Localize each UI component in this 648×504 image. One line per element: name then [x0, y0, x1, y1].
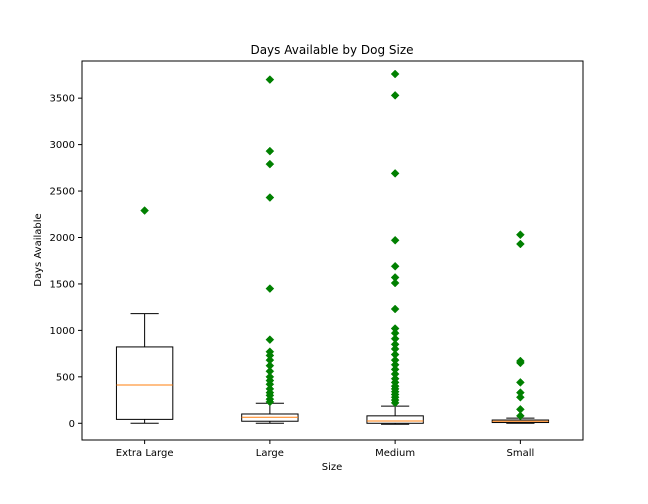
y-tick-label: 1000 — [50, 326, 75, 337]
outlier-point — [390, 324, 400, 333]
outlier-point — [390, 369, 400, 379]
outlier-point — [265, 366, 275, 376]
x-tick-label: Large — [256, 448, 284, 459]
outlier-point — [265, 347, 275, 357]
outlier-point — [516, 378, 525, 387]
x-tick-label: Extra Large — [116, 448, 174, 459]
x-tick-label: Small — [506, 448, 534, 459]
y-tick-label: 1500 — [50, 279, 75, 290]
outlier-point — [390, 235, 400, 245]
box-medium — [366, 69, 424, 425]
y-tick-label: 3500 — [50, 94, 75, 105]
outlier-point — [390, 69, 400, 79]
outlier-point — [265, 361, 275, 371]
chart-title: Days Available by Dog Size — [250, 43, 413, 57]
box-series — [115, 69, 550, 425]
box-extra-large — [115, 206, 174, 424]
y-axis-label: Days Available — [33, 213, 44, 286]
outlier-point — [390, 273, 400, 282]
x-axis-label: Size — [322, 462, 343, 473]
outlier-point — [390, 328, 400, 338]
y-tick-label: 2500 — [50, 187, 75, 198]
outlier-point — [265, 284, 275, 293]
outlier-point — [265, 159, 275, 169]
outlier-point — [390, 339, 400, 349]
outlier-point — [390, 304, 400, 314]
outlier-point — [516, 356, 525, 366]
box-large — [241, 75, 299, 424]
outlier-point — [516, 388, 525, 397]
box-small — [491, 230, 550, 424]
y-axis: 0 500 1000 1500 2000 2500 3000 3500 — [50, 94, 82, 430]
iqr-box — [115, 346, 174, 420]
outlier-point — [265, 193, 275, 202]
outlier-point — [390, 374, 400, 384]
outlier-point — [265, 355, 275, 365]
outlier-point — [265, 384, 275, 394]
outlier-point — [516, 392, 525, 402]
outlier-point — [390, 334, 400, 344]
outlier-point — [390, 355, 400, 365]
outlier-point — [390, 365, 400, 374]
outlier-point — [140, 206, 149, 215]
x-axis: Extra Large Large Medium Small — [116, 440, 534, 459]
y-tick-label: 2000 — [50, 233, 75, 244]
y-tick-label: 3000 — [50, 140, 75, 151]
outlier-point — [390, 169, 400, 178]
outlier-point — [390, 278, 400, 288]
y-tick-label: 500 — [56, 372, 75, 383]
outlier-point — [390, 360, 400, 370]
plot-area-frame — [81, 60, 584, 441]
outlier-point — [516, 230, 525, 240]
outlier-point — [265, 146, 275, 156]
x-tick-label: Medium — [375, 448, 415, 459]
outlier-point — [390, 91, 400, 100]
outlier-point — [390, 344, 400, 354]
outlier-point — [390, 261, 400, 271]
iqr-box — [366, 415, 424, 424]
y-tick-label: 0 — [69, 419, 75, 430]
outlier-point — [265, 372, 275, 382]
outlier-point — [390, 350, 400, 359]
outlier-point — [265, 335, 275, 345]
outlier-point — [516, 411, 525, 421]
outlier-point — [516, 404, 525, 414]
outlier-point — [265, 75, 275, 84]
outlier-point — [516, 239, 525, 249]
